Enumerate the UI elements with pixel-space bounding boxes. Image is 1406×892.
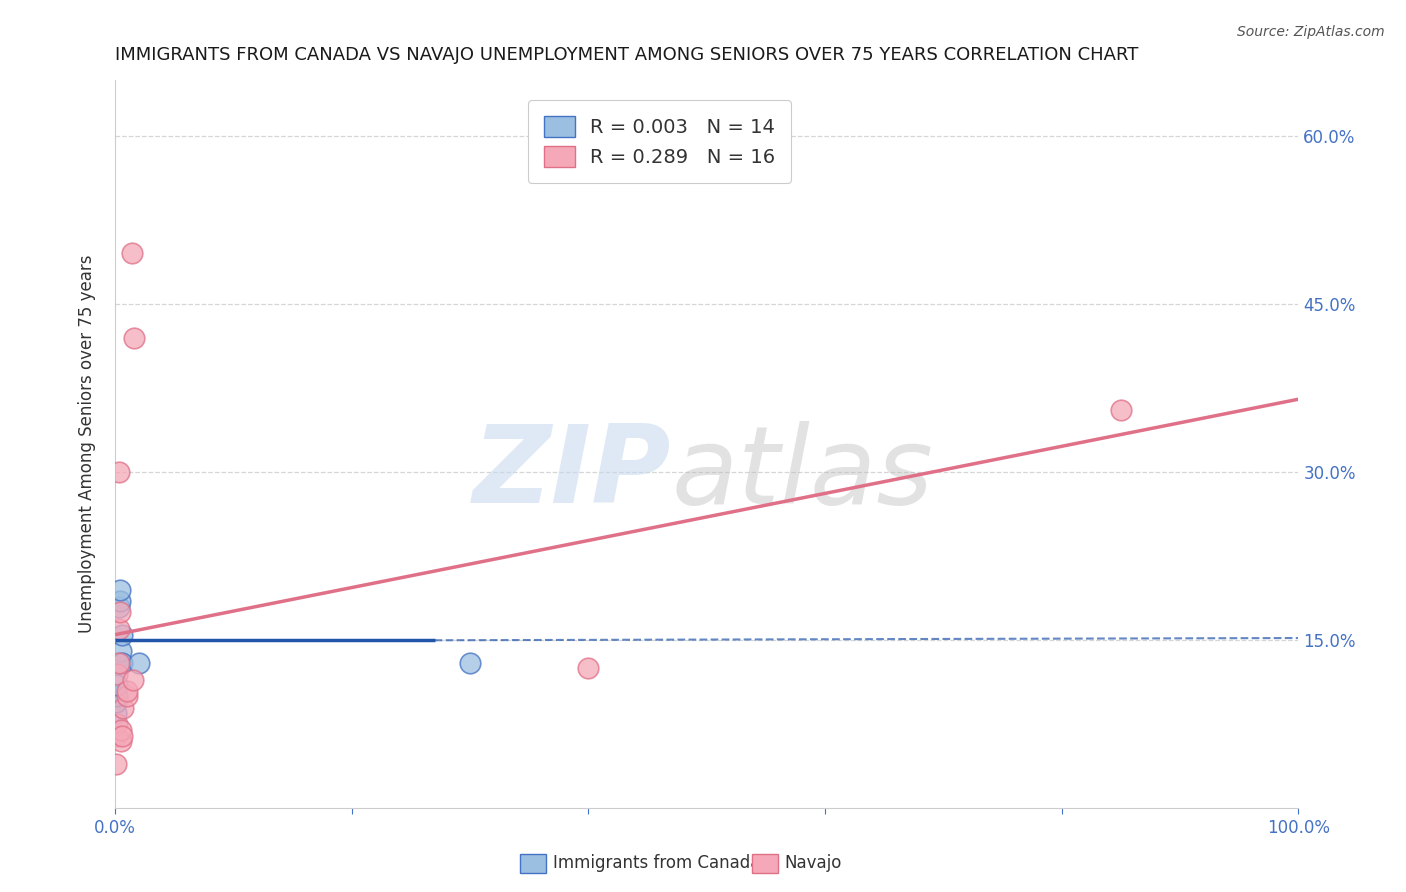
Point: [105, 690, 128, 704]
Point: [576, 661, 599, 675]
Text: Navajo: Navajo: [785, 855, 842, 872]
Point: [105, 729, 128, 743]
Point: [110, 723, 132, 737]
Point: [105, 695, 128, 709]
Point: [128, 656, 150, 670]
Point: [115, 690, 138, 704]
Point: [110, 656, 132, 670]
Text: ZIP: ZIP: [472, 420, 671, 526]
Point: [105, 706, 128, 720]
Point: [107, 656, 129, 670]
Point: [108, 582, 131, 597]
Point: [110, 644, 132, 658]
Point: [110, 734, 132, 748]
Text: Immigrants from Canada: Immigrants from Canada: [553, 855, 759, 872]
Point: [108, 605, 131, 619]
Point: [121, 246, 143, 260]
Point: [121, 673, 143, 687]
Point: [107, 599, 129, 614]
Text: atlas: atlas: [671, 421, 934, 525]
Point: [105, 756, 128, 771]
Text: Source: ZipAtlas.com: Source: ZipAtlas.com: [1237, 25, 1385, 39]
Point: [107, 465, 129, 479]
Legend: R = 0.003   N = 14, R = 0.289   N = 16: R = 0.003 N = 14, R = 0.289 N = 16: [529, 100, 790, 183]
Point: [1109, 403, 1132, 417]
Text: IMMIGRANTS FROM CANADA VS NAVAJO UNEMPLOYMENT AMONG SENIORS OVER 75 YEARS CORREL: IMMIGRANTS FROM CANADA VS NAVAJO UNEMPLO…: [115, 46, 1139, 64]
Point: [107, 656, 129, 670]
Point: [112, 700, 135, 714]
Point: [111, 627, 134, 641]
Point: [122, 330, 145, 344]
Point: [105, 717, 128, 731]
Point: [111, 729, 134, 743]
Point: [108, 594, 131, 608]
Point: [458, 656, 481, 670]
Point: [105, 666, 128, 681]
Y-axis label: Unemployment Among Seniors over 75 years: Unemployment Among Seniors over 75 years: [79, 255, 96, 633]
Point: [111, 656, 134, 670]
Point: [115, 683, 138, 698]
Point: [107, 622, 129, 636]
Point: [105, 678, 128, 692]
